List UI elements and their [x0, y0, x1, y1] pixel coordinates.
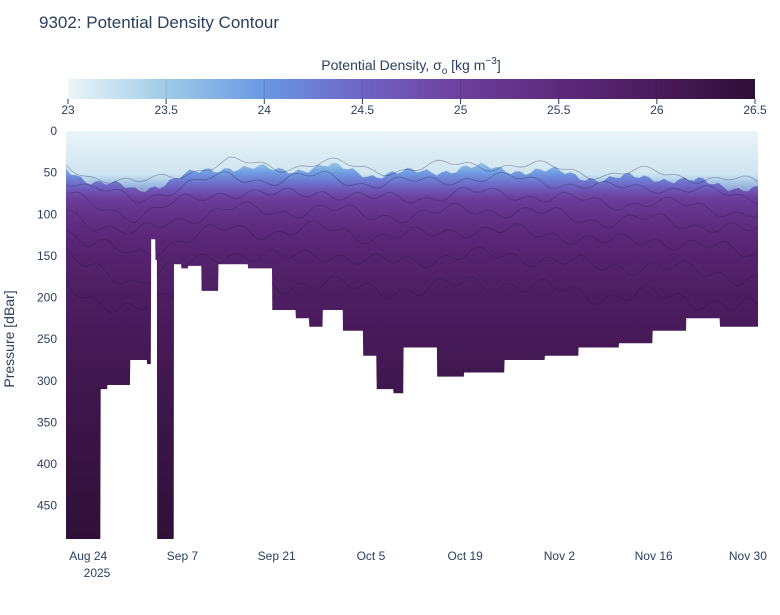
- no-data-mask: [66, 239, 758, 539]
- x-axis-ticks: Aug 24 Sep 7 Sep 21 Oct 5 Oct 19 Nov 2 Nov 16 N…: [69, 549, 767, 563]
- y-tick-label: 200: [37, 291, 57, 305]
- colorbar-tick-label: 26.5: [743, 103, 767, 117]
- colorbar-ticks: 23 23.5 24 24.5 25 25.5 26 26.5: [61, 79, 767, 117]
- y-axis-ticks: 0 50 100 150 200 250 300 350 400 450: [37, 124, 57, 513]
- density-contour-line: [66, 220, 758, 258]
- y-tick-label: 150: [37, 249, 57, 263]
- colorbar-title: Potential Density, σo [kg m−3]: [321, 56, 500, 77]
- colorbar: [68, 79, 755, 99]
- x-tick-label: Sep 7: [167, 549, 199, 563]
- plot-area: [66, 131, 758, 539]
- y-tick-label: 100: [37, 207, 57, 221]
- x-tick-label: Oct 5: [357, 549, 386, 563]
- density-contour-line: [66, 187, 758, 224]
- y-tick-label: 350: [37, 415, 57, 429]
- surface-layer: [66, 131, 758, 193]
- colorbar-tick-label: 23.5: [154, 103, 178, 117]
- colorbar-tick-label: 24: [258, 103, 272, 117]
- colorbar-tick-label: 24.5: [351, 103, 375, 117]
- y-axis-label: Pressure [dBar]: [1, 290, 17, 387]
- density-contour-line: [66, 156, 758, 184]
- chart-title: 9302: Potential Density Contour: [39, 13, 280, 32]
- x-tick-label: Aug 24: [69, 549, 107, 563]
- colorbar-tick-label: 23: [61, 103, 75, 117]
- x-tick-label: Nov 16: [635, 549, 673, 563]
- x-axis-year-label: 2025: [84, 566, 111, 580]
- x-tick-label: Nov 30: [729, 549, 767, 563]
- colorbar-tick-label: 26: [650, 103, 664, 117]
- colorbar-tick-label: 25: [454, 103, 468, 117]
- y-tick-label: 400: [37, 457, 57, 471]
- x-tick-label: Oct 19: [447, 549, 483, 563]
- y-tick-label: 0: [50, 124, 57, 138]
- y-tick-label: 250: [37, 332, 57, 346]
- density-contour-line: [66, 246, 758, 287]
- x-tick-label: Sep 21: [258, 549, 296, 563]
- y-tick-label: 50: [44, 166, 58, 180]
- density-contour-line: [66, 170, 758, 206]
- density-contour-line: [66, 201, 758, 235]
- x-tick-label: Nov 2: [544, 549, 576, 563]
- y-tick-label: 450: [37, 499, 57, 513]
- colorbar-tick-label: 25.5: [547, 103, 571, 117]
- y-tick-label: 300: [37, 374, 57, 388]
